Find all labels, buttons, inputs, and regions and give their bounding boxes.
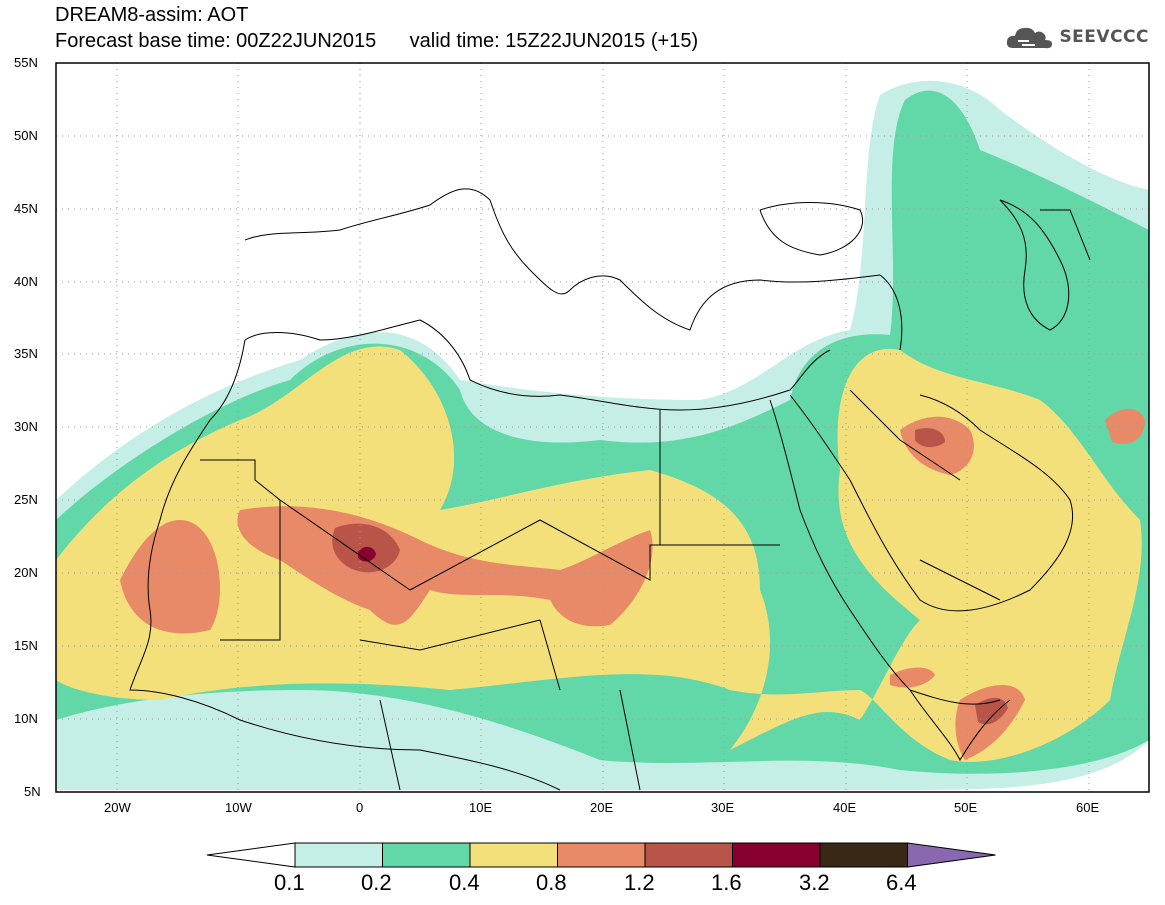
map-title: DREAM8-assim: AOT [55,4,249,26]
lon-label-60e: 60E [1076,800,1100,815]
lat-label-35n: 35N [14,346,38,361]
valid-time: valid time: 15Z22JUN2015 (+15) [409,30,699,52]
lat-label-50n: 50N [14,128,38,143]
colorbar-label-0.2: 0.2 [361,870,392,895]
coastlines-borders [129,188,1091,791]
map-frame [55,62,1150,793]
lon-label-30e: 30E [711,800,735,815]
colorbar-label-0.8: 0.8 [536,870,567,895]
arabia-coastline [789,394,1074,612]
lon-label-10e: 10E [469,800,493,815]
colorbar-label-0.4: 0.4 [449,870,480,895]
colorbar-label-1.6: 1.6 [711,870,742,895]
logo-text: SEEVCCC [1059,27,1149,47]
lon-label-50e: 50E [954,800,978,815]
aot-band-0.8-e [1105,408,1145,444]
africa-west-coastline [129,339,561,791]
seevccc-logo: SEEVCCC [1005,22,1149,52]
forecast-base-time: Forecast base time: 00Z22JUN2015 [55,30,377,52]
aot-band-1.2-c [915,428,945,448]
lon-label-0: 0 [356,800,364,815]
map-subtitle: Forecast base time: 00Z22JUN2015 valid t… [55,30,698,52]
lat-label-25n: 25N [14,492,38,507]
lat-label-20n: 20N [14,565,38,580]
colorbar-label-3.2: 3.2 [799,870,830,895]
lon-label-40e: 40E [833,800,857,815]
aot-field [56,80,1149,791]
graticule [56,63,1149,792]
lon-label-10w: 10W [225,800,252,815]
lat-label-5n: 5N [24,784,41,799]
black-sea-coastline [759,202,864,256]
colorbar-label-6.4: 6.4 [886,870,917,895]
aot-band-0.8-f [890,667,935,688]
colorbar-label-1.2: 1.2 [624,870,655,895]
political-borders [200,209,1091,791]
aot-band-1.2-b [975,697,1008,725]
lon-label-20e: 20E [590,800,614,815]
lat-label-45n: 45N [14,201,38,216]
east-africa-coastline [909,689,1011,762]
europe-coastline [244,188,903,351]
lat-label-15n: 15N [14,638,38,653]
aot-band-0.8 [120,520,220,634]
red-sea-coastline [769,399,1001,705]
lat-label-10n: 10N [14,711,38,726]
africa-north-coastline [244,319,831,411]
aot-band-1.6 [358,546,376,562]
lat-label-40n: 40N [14,274,38,289]
lat-label-30n: 30N [14,419,38,434]
caspian-coastline [999,199,1070,331]
lon-label-20w: 20W [104,800,131,815]
lat-label-55n: 55N [14,55,38,70]
cloud-icon [1007,27,1053,49]
colorbar-label-0.1: 0.1 [274,870,305,895]
